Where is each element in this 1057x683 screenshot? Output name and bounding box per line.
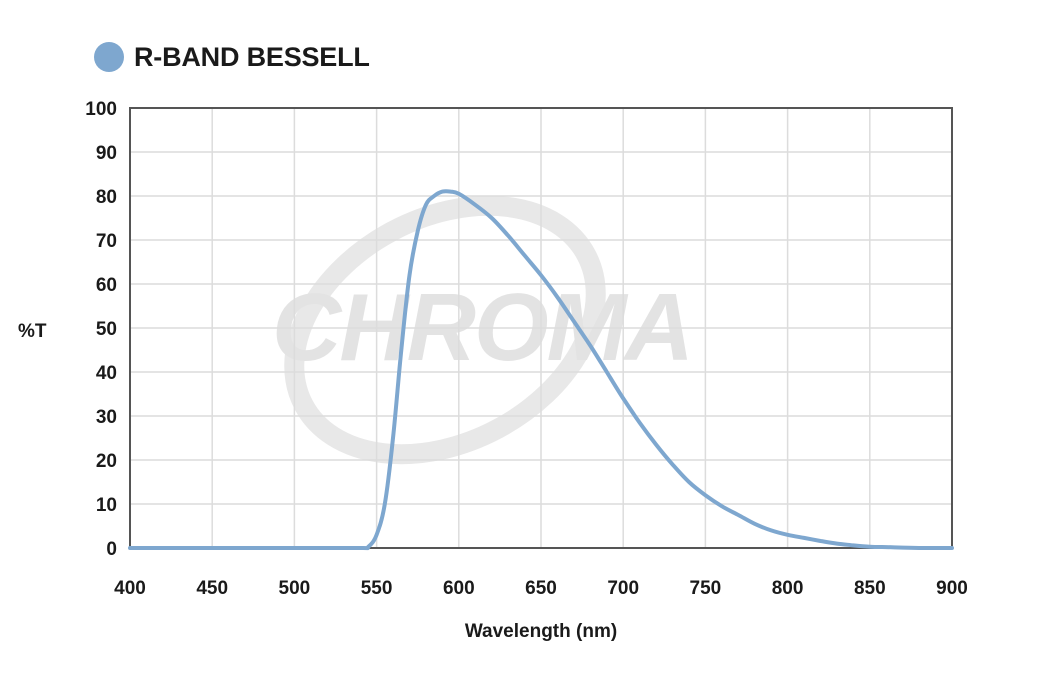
y-tick-label: 60 xyxy=(96,275,117,296)
x-tick-label: 650 xyxy=(525,578,557,599)
x-tick-label: 700 xyxy=(607,578,639,599)
watermark-swoosh xyxy=(284,195,606,465)
y-tick-label: 100 xyxy=(85,99,117,120)
watermark: CHROMA xyxy=(272,195,694,465)
x-tick-label: 500 xyxy=(279,578,311,599)
y-tick-label: 0 xyxy=(106,539,117,560)
x-axis: 400 450 500 550 600 650 700 750 800 850 900 xyxy=(114,578,968,599)
series-line-0 xyxy=(128,189,954,551)
legend-marker xyxy=(94,42,124,72)
y-axis-title: %T xyxy=(18,321,47,342)
legend-label: R-BAND BESSELL xyxy=(134,41,370,72)
x-tick-label: 550 xyxy=(361,578,393,599)
y-tick-label: 50 xyxy=(96,319,117,340)
x-tick-label: 800 xyxy=(772,578,804,599)
y-tick-label: 30 xyxy=(96,407,117,428)
y-tick-label: 80 xyxy=(96,187,117,208)
x-tick-label: 900 xyxy=(936,578,968,599)
y-tick-label: 10 xyxy=(96,495,117,516)
y-tick-label: 90 xyxy=(96,143,117,164)
grid xyxy=(129,107,953,549)
x-tick-label: 850 xyxy=(854,578,886,599)
plot-frame xyxy=(129,107,953,549)
x-tick-label: 750 xyxy=(690,578,722,599)
legend: R-BAND BESSELL xyxy=(94,40,370,74)
y-tick-label: 70 xyxy=(96,231,117,252)
series-layer xyxy=(128,189,954,551)
y-tick-label: 40 xyxy=(96,363,117,384)
y-tick-label: 20 xyxy=(96,451,117,472)
x-tick-label: 600 xyxy=(443,578,475,599)
y-axis: 0 10 20 30 40 50 60 70 80 90 100 xyxy=(85,99,117,560)
x-axis-title: Wavelength (nm) xyxy=(465,621,617,642)
x-tick-label: 400 xyxy=(114,578,146,599)
x-tick-label: 450 xyxy=(196,578,228,599)
